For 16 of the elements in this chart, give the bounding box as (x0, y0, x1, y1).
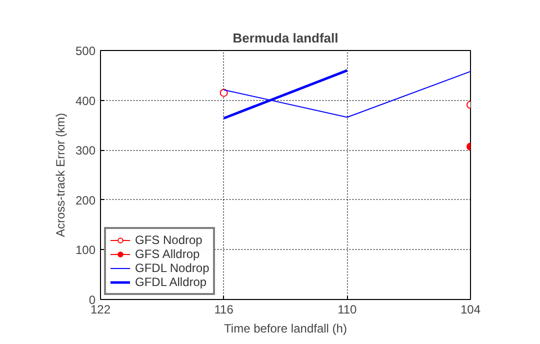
y-axis-title: Across-track Error (km) (53, 113, 68, 237)
legend-label: GFS Nodrop (135, 233, 202, 247)
x-axis-title: Time before landfall (h) (224, 322, 347, 336)
legend-label: GFDL Alldrop (135, 275, 207, 289)
chart-title: Bermuda landfall (232, 30, 338, 46)
x-tick-label: 116 (214, 302, 234, 316)
y-tick-label: 300 (75, 144, 96, 158)
y-tick-label: 500 (75, 44, 96, 58)
x-tick-label: 122 (90, 302, 111, 316)
x-tick-label: 104 (460, 302, 481, 316)
y-tick-label: 400 (75, 94, 96, 108)
y-tick-label: 200 (75, 193, 96, 208)
y-tick-label: 100 (75, 243, 96, 258)
legend-label: GFDL Nodrop (135, 261, 210, 275)
x-tick-label: 110 (338, 302, 358, 316)
legend-label: GFS Alldrop (135, 247, 200, 261)
